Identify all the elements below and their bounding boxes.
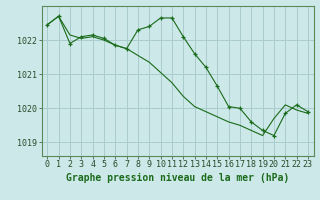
X-axis label: Graphe pression niveau de la mer (hPa): Graphe pression niveau de la mer (hPa) bbox=[66, 173, 289, 183]
